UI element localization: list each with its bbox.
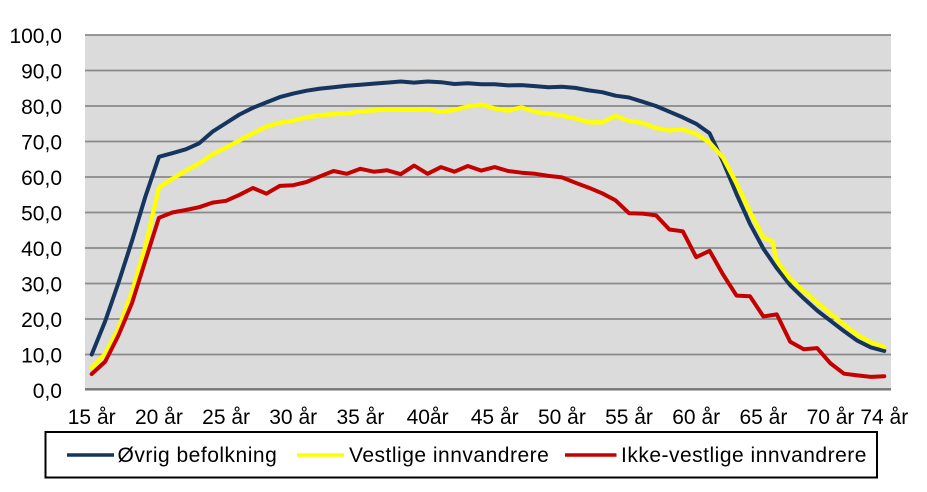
svg-text:30,0: 30,0 <box>21 273 62 296</box>
svg-text:70 år: 70 år <box>807 406 855 429</box>
svg-text:20,0: 20,0 <box>21 309 62 332</box>
svg-text:Øvrig befolkning: Øvrig befolkning <box>118 444 278 467</box>
svg-text:0,0: 0,0 <box>33 380 62 403</box>
svg-text:10,0: 10,0 <box>21 344 62 367</box>
svg-text:Vestlige innvandrere: Vestlige innvandrere <box>349 444 549 467</box>
svg-text:45 år: 45 år <box>471 406 519 429</box>
svg-text:Ikke-vestlige innvandrere: Ikke-vestlige innvandrere <box>621 444 867 467</box>
svg-text:80,0: 80,0 <box>21 96 62 119</box>
svg-text:40,0: 40,0 <box>21 238 62 261</box>
svg-text:60,0: 60,0 <box>21 167 62 190</box>
svg-text:50,0: 50,0 <box>21 202 62 225</box>
svg-text:50 år: 50 år <box>538 406 586 429</box>
svg-text:65 år: 65 år <box>739 406 787 429</box>
svg-text:20 år: 20 år <box>135 406 183 429</box>
svg-text:55 år: 55 år <box>605 406 653 429</box>
svg-text:70,0: 70,0 <box>21 131 62 154</box>
svg-text:74 år: 74 år <box>860 406 908 429</box>
svg-text:30 år: 30 år <box>269 406 317 429</box>
svg-text:100,0: 100,0 <box>9 25 62 48</box>
svg-text:25 år: 25 år <box>202 406 250 429</box>
svg-text:90,0: 90,0 <box>21 60 62 83</box>
svg-text:15 år: 15 år <box>68 406 116 429</box>
svg-text:60 år: 60 år <box>672 406 720 429</box>
svg-text:40år: 40år <box>407 406 449 429</box>
svg-text:35 år: 35 år <box>336 406 384 429</box>
